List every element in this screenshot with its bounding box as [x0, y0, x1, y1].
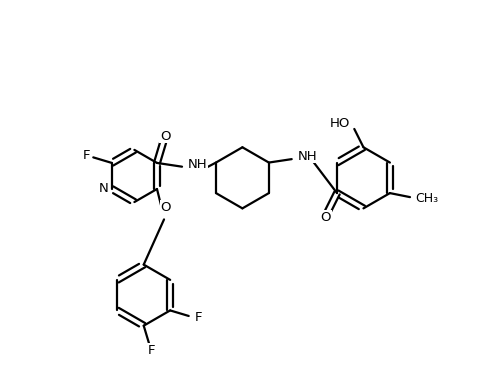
Text: O: O	[160, 201, 171, 214]
Text: NH: NH	[298, 150, 317, 163]
Text: F: F	[83, 149, 90, 162]
Text: CH₃: CH₃	[415, 192, 438, 205]
Text: O: O	[321, 211, 331, 223]
Text: F: F	[194, 311, 202, 324]
Text: O: O	[160, 130, 170, 143]
Text: HO: HO	[329, 117, 350, 130]
Text: F: F	[147, 344, 155, 357]
Text: NH: NH	[188, 158, 208, 171]
Text: N: N	[99, 183, 109, 195]
